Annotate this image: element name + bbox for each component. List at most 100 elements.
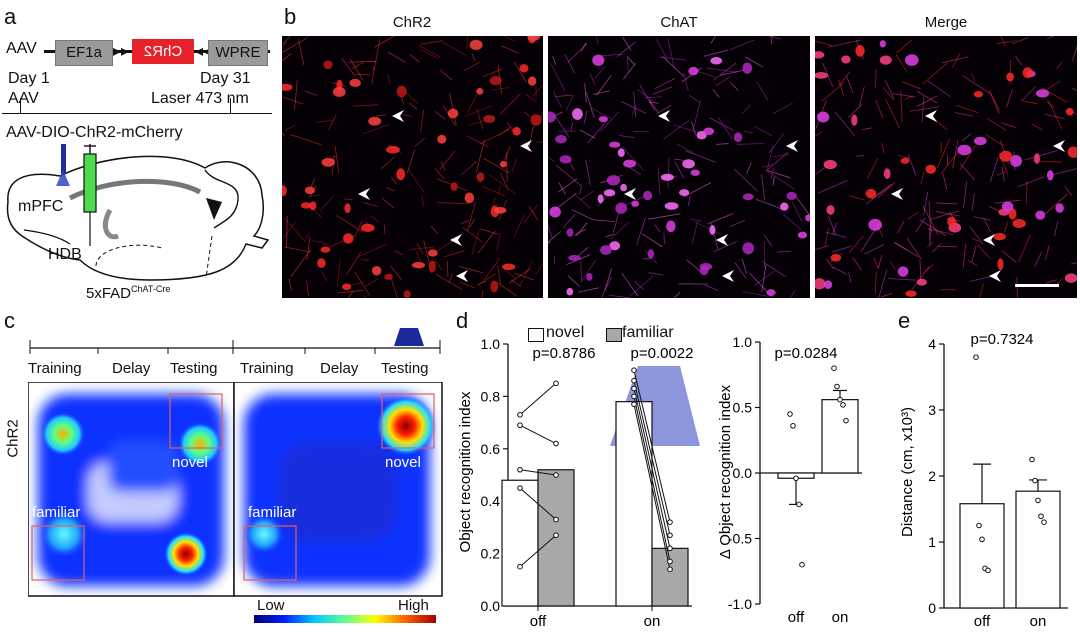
cell-body <box>817 111 830 123</box>
neurite <box>795 196 810 217</box>
x-tick-label: off <box>974 613 991 630</box>
y-tick-label: 3 <box>928 402 936 418</box>
neurite <box>591 107 612 119</box>
neurite <box>873 257 879 269</box>
cell-body <box>904 54 919 66</box>
chr2-inverted-box: ChR2 <box>132 39 194 64</box>
timeline-day31: Day 31 <box>200 70 251 87</box>
virus-label: AAV-DIO-ChR2-mCherry <box>6 124 183 141</box>
neurite <box>334 145 340 173</box>
neurite <box>962 75 990 94</box>
neurite <box>294 80 298 110</box>
neurite <box>878 269 888 298</box>
neurite <box>548 230 561 243</box>
micro-title-merge: Merge <box>924 14 968 31</box>
data-point <box>553 472 559 478</box>
cell-body <box>332 86 346 97</box>
data-point <box>631 385 637 392</box>
colorbar-high-label: High <box>398 597 429 614</box>
neurite <box>848 272 852 284</box>
cell-body <box>323 60 333 69</box>
y-tick-label: 0.2 <box>481 546 501 562</box>
neurite <box>866 157 879 179</box>
cell-body <box>1022 67 1033 79</box>
neurite <box>907 211 919 220</box>
cell-body <box>282 185 287 197</box>
cell-body <box>805 214 810 222</box>
arrowhead-marker <box>358 188 370 200</box>
neurite <box>741 104 751 114</box>
neurite <box>921 96 925 122</box>
neurite <box>901 81 921 90</box>
cell-body <box>559 155 572 164</box>
chart3-ylabel: Distance (cm, x10³) <box>899 407 916 537</box>
cell-body <box>603 189 616 197</box>
cell-body <box>476 87 484 95</box>
neurite <box>553 113 570 138</box>
panel-c-label: c <box>4 308 15 333</box>
neurite <box>644 96 663 99</box>
neurite <box>706 67 738 73</box>
neurite <box>523 204 539 224</box>
neurite <box>364 278 379 288</box>
phase-training-right: Training <box>240 360 294 377</box>
cell-body <box>342 283 352 291</box>
neurite <box>587 121 607 144</box>
neurite <box>962 244 967 268</box>
novel-label-right: novel <box>385 454 421 471</box>
wpre-box: WPRE <box>208 40 268 66</box>
cell-body <box>1006 72 1014 82</box>
neurite <box>584 83 587 103</box>
cell-body <box>620 183 627 192</box>
cell-body <box>826 205 835 215</box>
cell-body <box>679 189 690 196</box>
neurite <box>489 174 516 195</box>
cell-body <box>925 164 937 174</box>
neurite <box>408 246 435 250</box>
neurite <box>471 228 480 255</box>
cell-body <box>688 66 699 76</box>
data-point <box>790 423 796 429</box>
cell-body <box>865 188 877 199</box>
neurite <box>592 90 610 95</box>
neurite <box>983 217 991 233</box>
neurite <box>548 241 551 245</box>
y-tick-label: 0.8 <box>481 388 501 404</box>
arrowhead-marker <box>925 110 937 122</box>
neurite <box>596 74 612 96</box>
cell-body <box>396 168 406 181</box>
timeline-axis <box>2 113 272 114</box>
neurite <box>997 171 1007 176</box>
neurite <box>312 240 329 245</box>
neurite <box>1044 193 1068 215</box>
neurite <box>848 195 865 201</box>
micro-title-chr2: ChR2 <box>392 14 432 31</box>
neurite <box>506 151 508 182</box>
cell-body <box>690 169 700 176</box>
neurite <box>419 48 439 59</box>
neurite <box>838 79 845 97</box>
y-tick-label: 2 <box>928 468 936 484</box>
neurite <box>535 263 543 276</box>
neurite <box>352 104 379 107</box>
cell-body <box>797 231 808 239</box>
cell-body <box>823 280 833 289</box>
y-tick-label: 1.0 <box>481 336 501 352</box>
neurite <box>540 111 543 118</box>
neurite <box>704 284 719 291</box>
y-tick-label: 0.6 <box>481 441 501 457</box>
neurite <box>347 291 354 298</box>
cell-body <box>623 159 637 168</box>
neurite <box>282 36 291 45</box>
neurite <box>434 168 445 180</box>
cell-body <box>300 202 312 209</box>
neurite <box>1034 251 1042 268</box>
cell-body <box>666 220 676 233</box>
neurite <box>968 260 978 266</box>
region-mpfc-label: mPFC <box>18 198 64 215</box>
arrowhead-marker <box>891 188 903 200</box>
cell-body <box>502 263 516 271</box>
cell-body <box>566 287 574 296</box>
arrowhead-marker <box>392 110 404 122</box>
neurite <box>884 80 895 101</box>
